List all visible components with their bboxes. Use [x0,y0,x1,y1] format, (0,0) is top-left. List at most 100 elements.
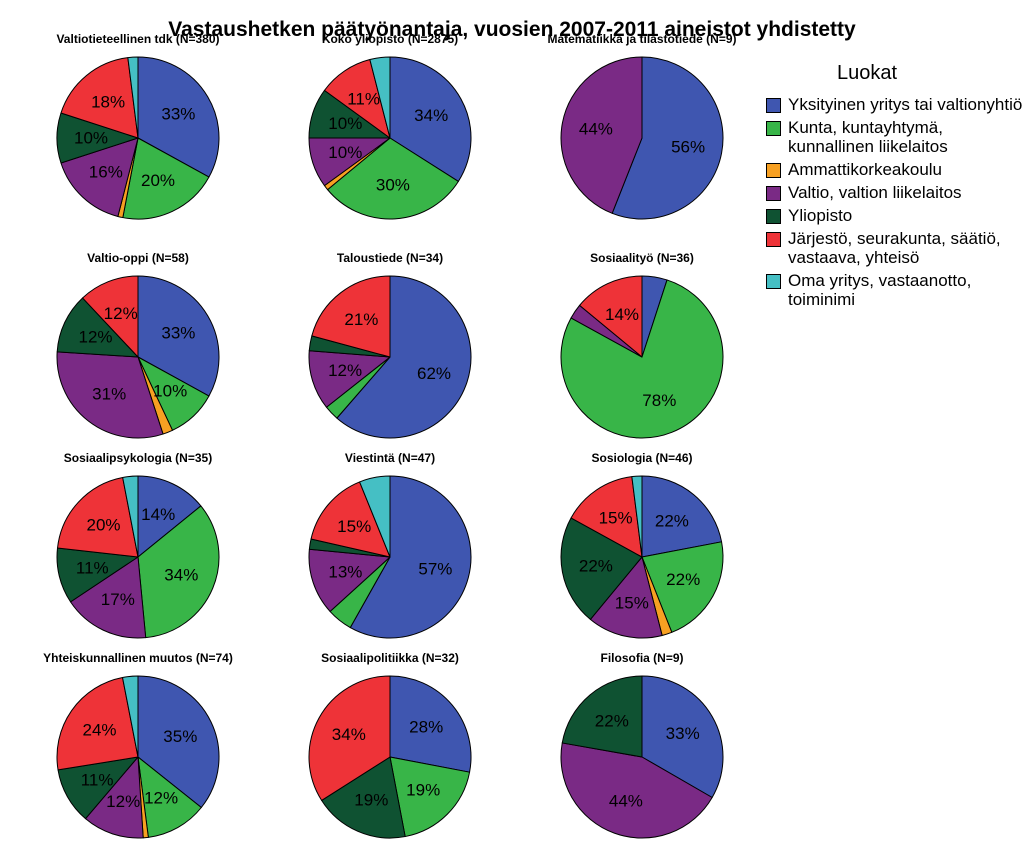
pie-title: Koko yliopisto (N=2875) [321,32,459,46]
pie-data-label: 21% [344,310,378,329]
legend-item: Valtio, valtion liikelaitos [762,183,1024,202]
legend-swatch [766,121,781,136]
pie-slice [579,275,643,358]
pie-slice [560,279,724,439]
pie-data-label: 19% [354,791,388,810]
pie-title: Sosiaalipolitiikka (N=32) [321,651,459,665]
pie-slice [137,505,220,639]
pie-slice [336,275,472,439]
pie-chart: 62% 12% 21% [308,275,472,439]
legend-label: Oma yritys, vastaanotto, toiminimi [788,271,972,309]
pie-slice [137,56,220,178]
pie-slice [308,350,391,408]
pie-data-label: 14% [605,305,639,324]
pie-data-label: 20% [141,171,175,190]
pie-slice [70,556,147,639]
pie-slice [127,56,139,139]
pie-data-label: 34% [332,725,366,744]
pie-slice [389,675,472,773]
pie-data-label: 10% [328,143,362,162]
pie-slice [560,517,643,620]
pie-chart: 33% 20% 16% 10% 18% [56,56,220,220]
pie-chart: 35% 12%12% 11% 24% [56,675,220,839]
pie-slice [137,475,202,558]
legend-swatch [766,186,781,201]
pie-title: Yhteiskunnallinen muutos (N=74) [43,651,233,665]
pie-slice [349,475,472,639]
pie-slice [359,475,391,558]
pie-slice [137,756,202,838]
pie-slice [122,475,139,558]
legend-item: Yksityinen yritys tai valtionyhtiö [762,95,1024,114]
pie-data-label: 19% [406,781,440,800]
pie-data-label: 16% [89,163,123,182]
pie-slice [560,742,713,839]
pie-data-label: 34% [414,106,448,125]
pie-data-label: 10% [328,114,362,133]
pie-title: Sosiaalipsykologia (N=35) [63,451,213,465]
pie-data-label: 22% [655,511,689,530]
pie-slice [84,756,144,839]
pie-data-label: 22% [666,570,700,589]
pie-data-label: 33% [666,724,700,743]
legend-item: Ammattikorkeakoulu [762,160,1024,179]
legend-label: Yksityinen yritys tai valtionyhtiö [788,95,1023,114]
pie-chart: 14% 34% 17% 11% 20% [56,475,220,639]
legend-label: Järjestö, seurakunta, säätiö, vastaava, … [788,229,1001,267]
pie-data-label: 12% [104,304,138,323]
pie-data-label: 10% [153,382,187,401]
pie-data-label: 12% [78,328,112,347]
pie-title: Taloustiede (N=34) [336,251,444,265]
chart-main-title: Vastaushetken päätyönantaja, vuosien 200… [168,18,856,41]
pie-slice [611,56,724,220]
pie-slice [60,137,139,217]
pie-slice [308,675,391,801]
pie-data-label: 62% [417,364,451,383]
pie-data-label: 15% [337,517,371,536]
pie-data-label: 34% [164,566,198,585]
pie-slice [137,275,220,397]
legend-swatch [766,209,781,224]
pie-slice [56,676,139,771]
pie-data-label: 15% [599,509,633,528]
legend-swatch [766,98,781,113]
legend-swatch [766,232,781,247]
pie-slice [56,297,139,358]
pie-slice [631,475,643,558]
legend-swatch [766,274,781,289]
pie-data-label: 12% [106,792,140,811]
pie-title: Matematiikka ja tilastotiede (N=9) [547,32,737,46]
pie-data-label: 11% [81,771,114,790]
pie-data-label: 33% [161,324,195,343]
pie-slice [122,675,139,758]
pie-title: Viestintä (N=47) [344,451,436,465]
pie-data-label: 44% [579,120,613,139]
pie-title: Sosiaalityö (N=36) [590,251,694,265]
pie-chart: 56% 44% [560,56,724,220]
pie-chart-grid: Valtiotieteellinen tdk (N=380) 33% 20% 16% 1… [43,32,737,839]
pie-data-label: 30% [376,175,410,194]
pie-data-label: 22% [595,712,629,731]
pie-slice [327,137,459,220]
pie-slice [589,556,663,639]
pie-data-label: 18% [91,92,125,111]
pie-slice [60,57,139,139]
pie-slice [389,756,471,838]
pie-chart: 22%22%15%22%15% [560,475,724,639]
pie-data-label: 78% [642,391,676,410]
pie-slice [369,56,391,139]
pie-data-label: 12% [328,361,362,380]
pie-title: Filosofia (N=9) [600,651,684,665]
pie-title: Valtio-oppi (N=58) [87,251,189,265]
pie-slice [122,137,210,220]
pie-slice [570,476,643,558]
pie-data-label: 15% [615,593,649,612]
pie-slice [56,351,164,439]
pie-slice [641,675,724,798]
pie-slice [57,476,139,558]
pie-data-label: 17% [101,590,135,609]
pie-data-label: 56% [671,137,705,156]
legend-item: Oma yritys, vastaanotto, toiminimi [762,271,1024,309]
legend-item: Kunta, kuntayhtymä, kunnallinen liikelai… [762,118,1024,156]
pie-slice [641,475,723,558]
